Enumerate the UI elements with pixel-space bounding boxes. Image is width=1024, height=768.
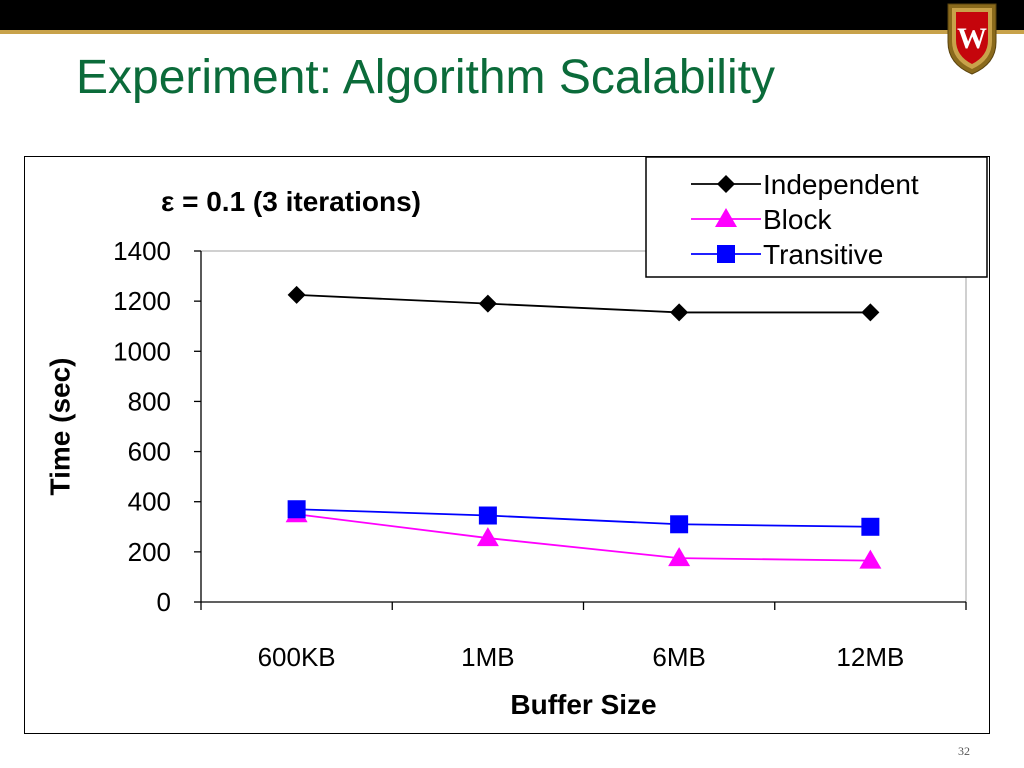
legend-label-block: Block bbox=[763, 204, 832, 235]
legend-label-transitive: Transitive bbox=[763, 239, 883, 270]
line-chart: 0 200 400 600 800 1000 1200 1400 600KB 1MB 6MB 12MB… bbox=[44, 157, 988, 720]
x-tick-label: 6MB bbox=[652, 642, 705, 672]
y-tick-label: 1400 bbox=[113, 236, 171, 266]
plot-area bbox=[200, 250, 967, 603]
legend-marker-transitive bbox=[717, 245, 735, 263]
chart-frame: 0 200 400 600 800 1000 1200 1400 600KB 1MB 6MB 12MB… bbox=[24, 156, 990, 734]
data-point-independent bbox=[287, 285, 306, 304]
series-line-transitive bbox=[296, 508, 871, 528]
chart-title: ε = 0.1 (3 iterations) bbox=[161, 186, 421, 217]
data-point-transitive bbox=[670, 515, 689, 534]
x-axis-title: Buffer Size bbox=[510, 689, 656, 720]
data-point-independent bbox=[861, 303, 880, 322]
y-tick-label: 200 bbox=[128, 537, 171, 567]
top-bar bbox=[0, 0, 1024, 30]
series-line-independent bbox=[296, 293, 871, 314]
legend-marker-independent bbox=[717, 175, 735, 193]
slide-title: Experiment: Algorithm Scalability bbox=[76, 51, 775, 104]
data-point-transitive bbox=[861, 517, 880, 536]
accent-line bbox=[0, 30, 1024, 34]
y-tick-label: 1200 bbox=[113, 286, 171, 316]
data-point-independent bbox=[670, 303, 689, 322]
page-number: 32 bbox=[958, 744, 970, 758]
data-point-block bbox=[859, 549, 882, 569]
legend bbox=[645, 157, 988, 278]
legend-label-independent: Independent bbox=[763, 169, 919, 200]
y-tick-label: 600 bbox=[128, 437, 171, 467]
legend-marker-block bbox=[715, 208, 737, 227]
y-tick-label: 400 bbox=[128, 487, 171, 517]
x-tick-label: 1MB bbox=[461, 642, 514, 672]
y-tick-label: 0 bbox=[157, 587, 171, 617]
data-point-transitive bbox=[287, 500, 306, 519]
svg-text:W: W bbox=[957, 22, 987, 55]
series-line-block bbox=[296, 513, 871, 562]
x-tick-label: 600KB bbox=[258, 642, 336, 672]
x-tick-label: 12MB bbox=[836, 642, 904, 672]
y-tick-label: 800 bbox=[128, 386, 171, 416]
data-point-transitive bbox=[478, 506, 497, 525]
university-crest-logo: W bbox=[947, 3, 997, 75]
data-point-block bbox=[476, 527, 499, 547]
y-tick-label: 1000 bbox=[113, 336, 171, 366]
data-point-independent bbox=[478, 294, 497, 313]
y-axis-title: Time (sec) bbox=[44, 358, 75, 496]
data-point-block bbox=[668, 547, 691, 567]
